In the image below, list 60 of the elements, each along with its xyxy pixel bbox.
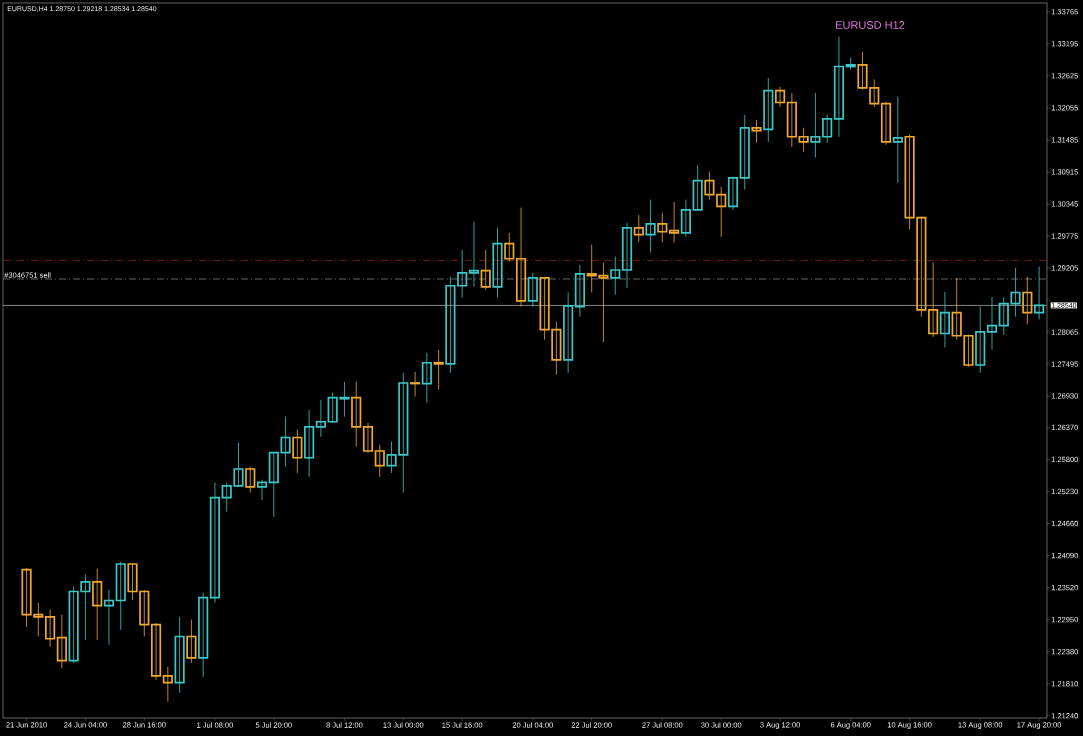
candlestick [621,222,633,289]
candlestick [633,214,644,243]
candlestick [445,276,456,374]
candlestick [680,199,691,238]
candlestick [468,221,480,288]
candlestick [304,409,315,478]
candlestick [209,482,221,604]
candlestick [245,466,256,493]
candlestick [103,589,115,646]
candlestick [574,264,586,318]
candlestick [939,291,950,348]
candlestick [822,114,833,144]
candlestick [975,306,986,374]
candlestick [92,568,103,641]
candlestick [45,609,56,648]
candlestick [563,292,574,374]
candlestick [433,349,444,391]
candlestick [880,101,892,146]
candlestick [810,92,821,158]
candlestick [1034,266,1045,320]
candlestick [527,272,538,307]
candlestick [186,619,197,664]
candlestick [774,86,786,108]
candlestick [504,232,515,262]
candlestick [986,296,998,351]
candlestick [315,399,326,438]
candlestick [610,256,621,296]
candlestick [645,199,656,253]
candlestick [162,666,173,703]
candlestick [798,127,809,153]
candlestick [362,422,374,454]
candlestick [669,201,680,243]
candlestick [256,479,268,501]
candlestick [292,429,303,474]
candlestick [751,119,762,144]
candlestick [480,249,491,291]
candlestick [928,262,939,338]
candlestick [492,227,503,298]
candlestick [56,614,67,669]
candlestick [198,592,209,678]
candlestick [657,212,668,243]
candlestick [351,381,362,447]
candlestick [692,164,703,211]
candlestick [833,36,845,138]
candlestick [410,371,421,397]
candlestick [739,114,750,191]
candlestick [457,249,468,298]
candlestick [174,616,185,694]
text: EURUSD H12 [836,21,905,29]
candlestick [421,352,432,404]
candlestick [727,176,739,211]
candlestick [374,444,385,478]
candlestick [786,92,797,148]
candlestick [845,57,856,71]
candlestick [150,622,162,681]
candlestick [763,77,774,143]
candlestick [515,207,527,307]
candlestick [1022,276,1033,325]
candlestick [892,96,903,184]
candlestick [115,561,126,631]
